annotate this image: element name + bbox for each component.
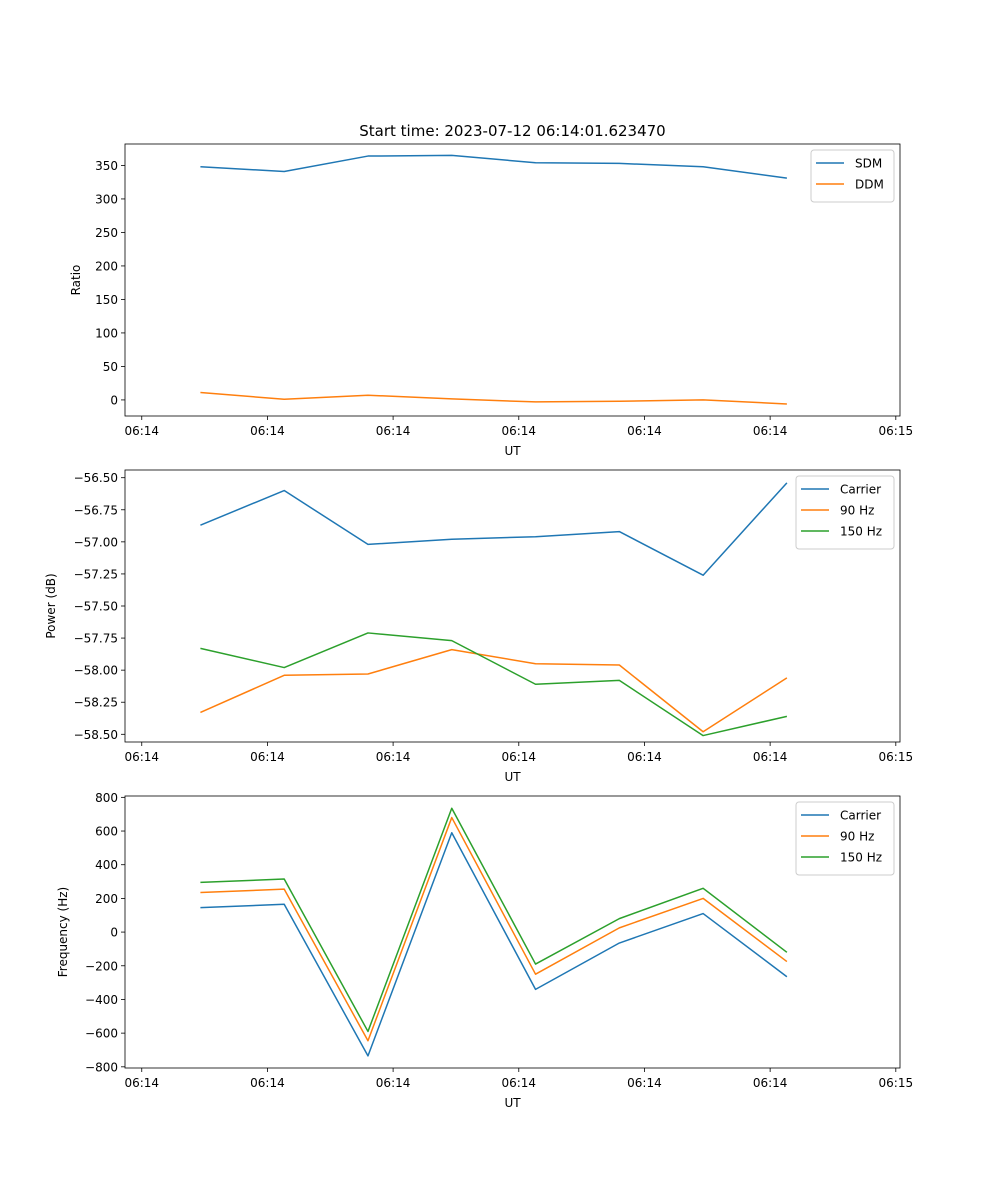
legend: Carrier 90 Hz 150 Hz	[795, 801, 895, 876]
x-tick-label: 06:14	[124, 424, 159, 438]
y-tick-label: 350	[95, 159, 118, 173]
x-tick-label: 06:14	[627, 1076, 662, 1090]
y-tick-label: −800	[85, 1060, 118, 1074]
y-tick-label: 600	[95, 825, 118, 839]
legend: SDM DDM	[810, 149, 895, 203]
y-tick-label: 0	[110, 393, 118, 407]
series-line-carrier	[200, 831, 788, 1057]
series-line-150-hz	[200, 807, 788, 1033]
axes-frame	[124, 143, 901, 417]
y-tick-label: 250	[95, 226, 118, 240]
y-tick-label: 800	[95, 791, 118, 805]
x-tick-label: 06:14	[124, 750, 159, 764]
series-line-90-hz	[200, 816, 788, 1042]
y-tick-label: −58.50	[74, 728, 118, 742]
y-tick-label: −600	[85, 1027, 118, 1041]
x-tick-label: 06:14	[376, 750, 411, 764]
figure-title: Start time: 2023-07-12 06:14:01.623470	[359, 122, 665, 140]
legend-label: DDM	[855, 178, 884, 192]
y-tick-label: 200	[95, 259, 118, 273]
y-tick-label: 200	[95, 892, 118, 906]
x-tick-label: 06:14	[627, 424, 662, 438]
x-tick-label: 06:14	[250, 750, 285, 764]
x-axis-label: UT	[504, 444, 521, 458]
legend-label: 150 Hz	[840, 525, 882, 539]
y-tick-label: 0	[110, 926, 118, 940]
y-tick-label: 50	[103, 360, 118, 374]
legend: Carrier 90 Hz 150 Hz	[795, 475, 895, 550]
y-tick-label: −56.75	[74, 503, 118, 517]
legend-label: 90 Hz	[840, 830, 874, 844]
chart-1: 06:14 06:14 06:14 06:14 06:14 06:14 06:15 0 50 10…	[69, 143, 914, 458]
x-tick-label: 06:14	[753, 750, 788, 764]
x-tick-label: 06:14	[753, 424, 788, 438]
series-line-150-hz	[200, 632, 788, 737]
y-axis-label: Ratio	[69, 265, 83, 296]
plots-container: 06:14 06:14 06:14 06:14 06:14 06:14 06:15 0 50 10…	[44, 143, 914, 1110]
y-axis-label: Power (dB)	[44, 573, 58, 638]
x-tick-label: 06:15	[879, 1076, 914, 1090]
y-tick-label: −58.25	[74, 696, 118, 710]
series-line-sdm	[200, 154, 787, 179]
x-tick-label: 06:15	[879, 750, 914, 764]
chart-3: 06:14 06:14 06:14 06:14 06:14 06:14 06:15 −800 −…	[56, 791, 913, 1110]
y-tick-label: 400	[95, 858, 118, 872]
x-tick-label: 06:14	[501, 1076, 536, 1090]
chart-2: 06:14 06:14 06:14 06:14 06:14 06:14 06:15 −58.5…	[44, 469, 914, 784]
y-tick-label: −57.25	[74, 567, 118, 581]
legend-label: Carrier	[840, 809, 881, 823]
series-line-90-hz	[200, 648, 788, 733]
x-tick-label: 06:14	[250, 1076, 285, 1090]
y-tick-label: −58.00	[74, 664, 118, 678]
y-axis-label: Frequency (Hz)	[56, 887, 70, 978]
x-axis-label: UT	[504, 770, 521, 784]
x-tick-label: 06:14	[501, 750, 536, 764]
y-tick-label: 300	[95, 192, 118, 206]
y-tick-label: −57.00	[74, 535, 118, 549]
x-tick-label: 06:15	[879, 424, 914, 438]
x-tick-label: 06:14	[627, 750, 662, 764]
series-line-carrier	[200, 482, 788, 576]
legend-label: SDM	[855, 157, 882, 171]
y-tick-label: −200	[85, 959, 118, 973]
y-tick-label: −400	[85, 993, 118, 1007]
legend-label: 150 Hz	[840, 851, 882, 865]
y-tick-label: −56.50	[74, 471, 118, 485]
y-tick-label: −57.75	[74, 632, 118, 646]
x-tick-label: 06:14	[376, 1076, 411, 1090]
legend-label: 90 Hz	[840, 504, 874, 518]
y-tick-label: −57.50	[74, 600, 118, 614]
y-tick-label: 150	[95, 293, 118, 307]
x-tick-label: 06:14	[501, 424, 536, 438]
x-axis-label: UT	[504, 1096, 521, 1110]
x-tick-label: 06:14	[753, 1076, 788, 1090]
series-line-ddm	[200, 391, 787, 405]
x-tick-label: 06:14	[250, 424, 285, 438]
y-tick-label: 100	[95, 326, 118, 340]
x-tick-label: 06:14	[376, 424, 411, 438]
legend-label: Carrier	[840, 483, 881, 497]
x-tick-label: 06:14	[124, 1076, 159, 1090]
